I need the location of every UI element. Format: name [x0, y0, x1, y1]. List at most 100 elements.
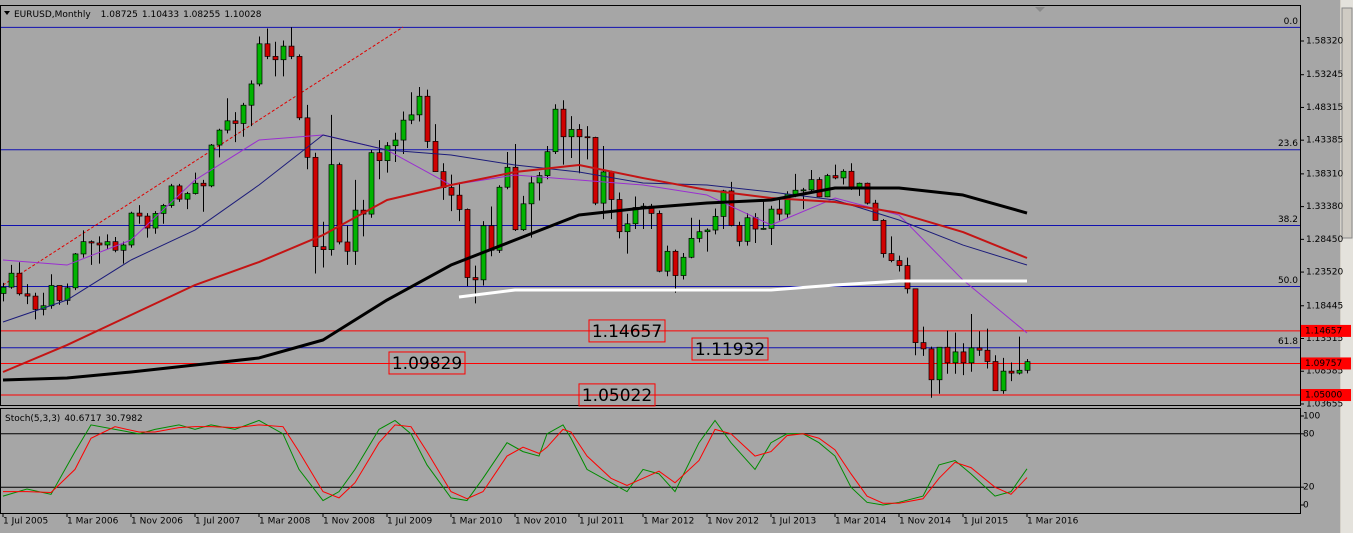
- stoch-header: Stoch(5,3,3) 40.6717 30.7982: [5, 414, 143, 424]
- candle-body: [560, 108, 567, 138]
- candle-body: [616, 199, 623, 233]
- shift-marker: [1035, 7, 1045, 12]
- candle-body: [728, 190, 735, 226]
- candle-body: [856, 182, 863, 188]
- candle-body: [736, 225, 743, 242]
- candle-body: [904, 265, 911, 290]
- y-tick-label: 1.28450: [1306, 235, 1343, 245]
- moving-average: [2, 134, 1028, 334]
- candle-body: [544, 151, 551, 176]
- x-tick-label: 1 Mar 2012: [643, 517, 694, 527]
- candle-body: [520, 203, 527, 231]
- price-tag-label: 1.14657: [1305, 326, 1342, 336]
- candle-body: [56, 285, 63, 301]
- candle-body: [344, 241, 351, 252]
- candle-body: [208, 144, 215, 187]
- candle-body: [1008, 370, 1015, 374]
- header-ohlc: 1.08725: [101, 10, 138, 20]
- scrollbar-thumb[interactable]: [1341, 7, 1353, 239]
- y-tick-label: 1.03655: [1306, 399, 1343, 409]
- y-tick-label: 1.08585: [1306, 367, 1343, 377]
- price-label: 1.14657: [592, 322, 662, 342]
- x-tick-label: 1 Jul 2005: [3, 517, 48, 527]
- candle-body: [528, 182, 535, 205]
- y-tick-label: 1.33380: [1306, 202, 1343, 212]
- candle-body: [464, 209, 471, 278]
- candle-body: [976, 347, 983, 351]
- candle-body: [744, 217, 751, 242]
- candle-body: [408, 114, 415, 121]
- price-tag-label: 1.09757: [1305, 359, 1342, 369]
- candle-body: [816, 179, 823, 198]
- candle-body: [280, 45, 287, 61]
- candle-body: [136, 212, 143, 217]
- candle-body: [104, 241, 111, 246]
- candle-body: [688, 237, 695, 258]
- candle-body: [672, 250, 679, 276]
- price-label-box: [388, 351, 466, 375]
- x-tick-label: 1 Nov 2008: [323, 517, 375, 527]
- price-label-box: [691, 337, 769, 361]
- candle-body: [256, 43, 263, 85]
- symbol-title: EURUSD,Monthly: [14, 10, 91, 20]
- candle-body: [8, 272, 15, 288]
- candle-body: [472, 277, 479, 281]
- candle-body: [952, 351, 959, 364]
- candle-body: [80, 241, 87, 255]
- candle-body: [416, 95, 423, 116]
- candle-body: [584, 136, 591, 139]
- candle-body: [224, 120, 231, 131]
- candle-body: [312, 156, 319, 247]
- y-tick-label: 1.53245: [1306, 70, 1343, 80]
- symbol-menu-arrow[interactable]: [4, 11, 10, 15]
- x-tick-label: 1 Nov 2006: [131, 517, 183, 527]
- stoch-value: 40.6717: [64, 414, 101, 424]
- price-tag: [1301, 389, 1351, 402]
- candle-body: [960, 351, 967, 364]
- candle-body: [536, 175, 543, 184]
- candle-body: [936, 346, 943, 381]
- stoch-tick-label: 100: [1303, 412, 1320, 422]
- candle-body: [64, 287, 71, 301]
- candle-body: [664, 250, 671, 272]
- candle-body: [992, 361, 999, 392]
- y-tick-label: 1.13515: [1306, 334, 1343, 344]
- x-tick-label: 1 Nov 2012: [707, 517, 759, 527]
- x-tick-label: 1 Mar 2014: [835, 517, 887, 527]
- candle-body: [848, 170, 855, 188]
- stoch-line: [3, 424, 1028, 504]
- y-tick-label: 1.48315: [1306, 103, 1343, 113]
- candle-body: [800, 189, 807, 192]
- candle-body: [48, 285, 55, 307]
- fib-label: 61.8: [1278, 337, 1298, 347]
- candle-body: [920, 342, 927, 350]
- candle-body: [248, 83, 255, 106]
- candle-body: [384, 145, 391, 162]
- stoch-tick-label: 20: [1303, 483, 1315, 493]
- price-tag-label: 1.05000: [1305, 391, 1342, 401]
- candle-body: [840, 170, 847, 179]
- stoch-line: [2, 419, 1028, 506]
- candle-body: [896, 260, 903, 266]
- price-tag: [1301, 357, 1351, 370]
- candle-body: [656, 213, 663, 272]
- x-tick-label: 1 Mar 2010: [451, 517, 503, 527]
- candle-body: [752, 217, 759, 230]
- candle-body: [496, 186, 503, 251]
- candle-body: [16, 272, 23, 295]
- fib-label: 38.2: [1278, 215, 1298, 225]
- header-ohlc: 1.08255: [183, 10, 220, 20]
- price-label: 1.05022: [582, 386, 652, 406]
- moving-average: [2, 186, 1028, 382]
- header-ohlc: 1.10433: [142, 10, 179, 20]
- candle-body: [832, 175, 839, 179]
- candle-body: [696, 231, 703, 239]
- candle-body: [512, 166, 519, 231]
- candle-body: [0, 286, 7, 294]
- candle-body: [888, 253, 895, 261]
- y-tick-label: 1.58320: [1306, 37, 1343, 47]
- candle-body: [1016, 369, 1023, 374]
- candle-body: [680, 256, 687, 276]
- candle-body: [128, 212, 135, 246]
